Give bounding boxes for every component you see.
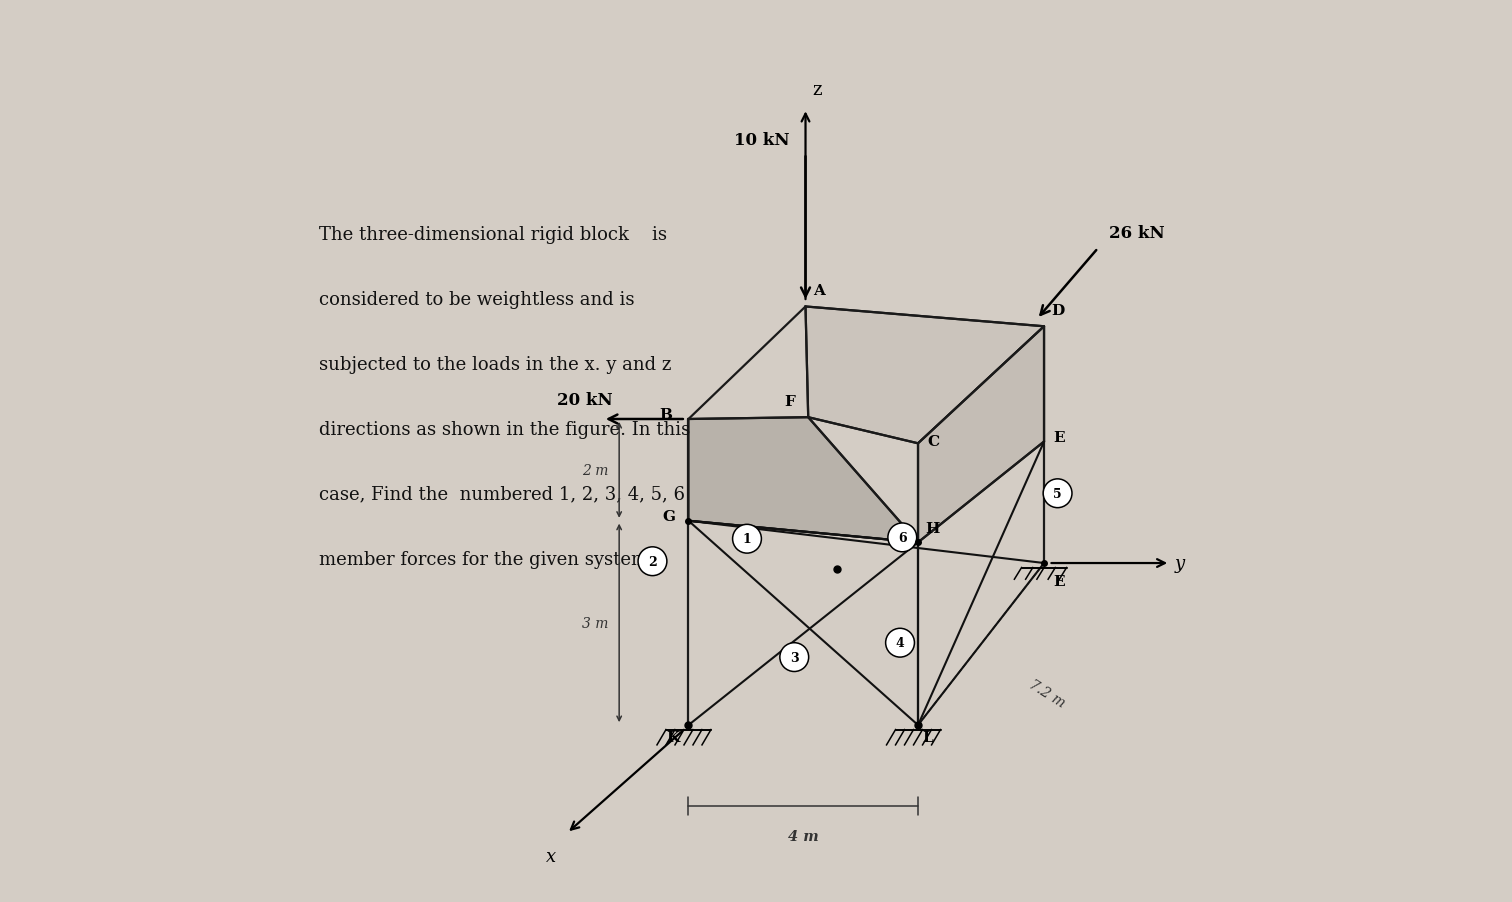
Text: 5: 5	[1054, 487, 1061, 501]
Text: L: L	[922, 730, 933, 744]
Text: F: F	[783, 395, 795, 409]
Text: z: z	[813, 80, 823, 98]
Text: H: H	[925, 521, 939, 536]
Text: 3: 3	[789, 651, 798, 664]
Circle shape	[638, 548, 667, 576]
Text: y: y	[1175, 555, 1185, 573]
Text: 2 m: 2 m	[582, 464, 608, 477]
Text: subjected to the loads in the x. y and z: subjected to the loads in the x. y and z	[319, 355, 671, 373]
Text: 3 m: 3 m	[582, 616, 608, 630]
Text: E: E	[1052, 575, 1064, 588]
Text: x: x	[546, 847, 556, 865]
Text: considered to be weightless and is: considered to be weightless and is	[319, 291, 635, 308]
Polygon shape	[688, 418, 918, 543]
Polygon shape	[918, 327, 1045, 543]
Text: A: A	[813, 284, 824, 299]
Circle shape	[780, 643, 809, 672]
Text: 7.2 m: 7.2 m	[1027, 677, 1067, 710]
Text: The three-dimensional rigid block    is: The three-dimensional rigid block is	[319, 226, 667, 244]
Circle shape	[886, 629, 915, 658]
Circle shape	[888, 523, 916, 552]
Text: K: K	[667, 730, 679, 744]
Text: 4 m: 4 m	[788, 829, 818, 842]
Text: C: C	[927, 434, 939, 448]
Text: 26 kN: 26 kN	[1108, 225, 1164, 242]
Circle shape	[1043, 479, 1072, 508]
Text: E: E	[1052, 430, 1064, 445]
Text: D: D	[1051, 304, 1064, 318]
Text: 10 kN: 10 kN	[733, 133, 789, 149]
Text: case, Find the  numbered 1, 2, 3, 4, 5, 6: case, Find the numbered 1, 2, 3, 4, 5, 6	[319, 485, 685, 503]
Text: 2: 2	[649, 555, 656, 568]
Text: 20 kN: 20 kN	[556, 391, 612, 409]
Text: B: B	[659, 408, 673, 422]
Text: G: G	[662, 510, 674, 524]
Text: 1: 1	[742, 533, 751, 546]
Text: directions as shown in the figure. In this: directions as shown in the figure. In th…	[319, 420, 691, 438]
Polygon shape	[806, 307, 1045, 444]
Text: member forces for the given system.: member forces for the given system.	[319, 550, 655, 568]
Circle shape	[733, 525, 762, 554]
Text: 6: 6	[898, 531, 907, 544]
Text: 4: 4	[895, 637, 904, 649]
